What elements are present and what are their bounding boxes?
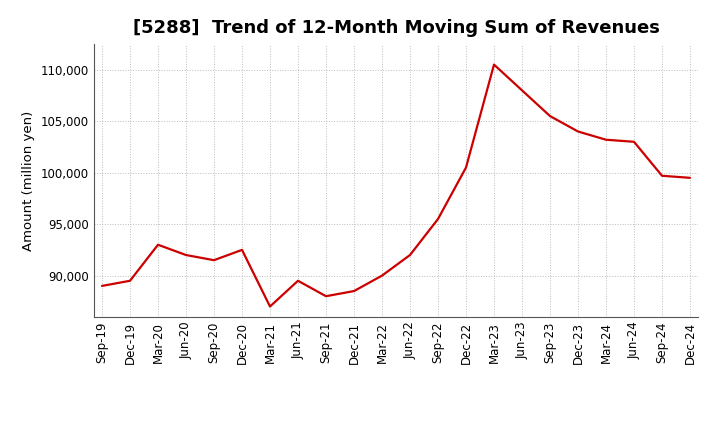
Title: [5288]  Trend of 12-Month Moving Sum of Revenues: [5288] Trend of 12-Month Moving Sum of R…	[132, 19, 660, 37]
Y-axis label: Amount (million yen): Amount (million yen)	[22, 110, 35, 250]
